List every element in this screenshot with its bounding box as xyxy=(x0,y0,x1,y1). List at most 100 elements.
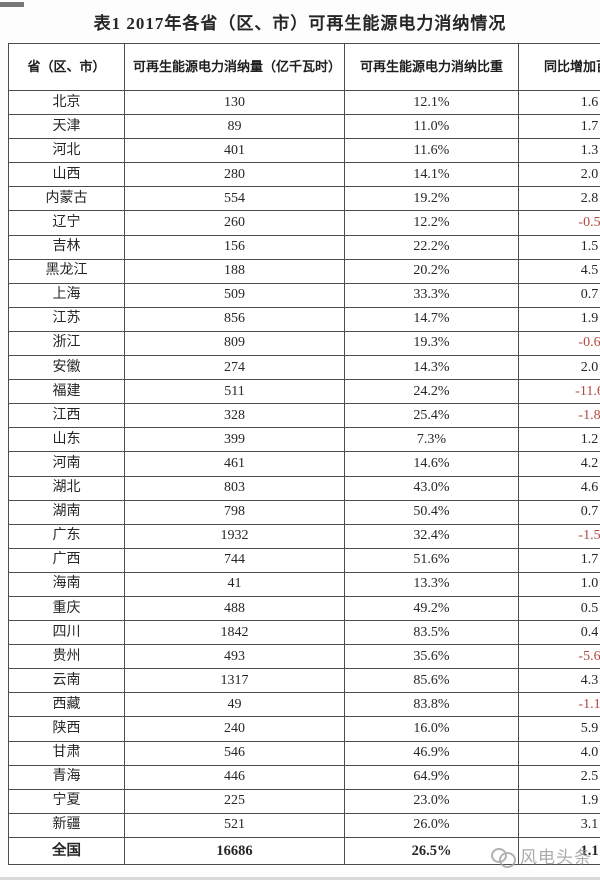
share-cell: 12.2% xyxy=(344,210,519,236)
region-cell: 江西 xyxy=(8,403,125,429)
amount-cell: 461 xyxy=(124,451,345,477)
table-row: 江苏 856 14.7% 1.9 xyxy=(8,306,600,332)
amount-cell: 798 xyxy=(124,499,345,525)
share-cell: 51.6% xyxy=(344,547,519,573)
table-row: 山东 399 7.3% 1.2 xyxy=(8,427,600,453)
change-cell: 2.8 xyxy=(518,186,600,212)
amount-cell: 41 xyxy=(124,571,345,597)
table-row: 云南 1317 85.6% 4.3 xyxy=(8,668,600,694)
region-cell: 湖南 xyxy=(8,499,125,525)
region-cell: 辽宁 xyxy=(8,210,125,236)
table-row: 河南 461 14.6% 4.2 xyxy=(8,451,600,477)
amount-cell: 488 xyxy=(124,595,345,622)
column-header: 可再生能源电力消纳量（亿千瓦时） xyxy=(124,43,345,91)
amount-cell: 274 xyxy=(124,355,345,381)
table-row: 浙江 809 19.3% -0.6 xyxy=(8,330,600,357)
share-cell: 19.3% xyxy=(344,330,519,357)
amount-cell: 49 xyxy=(124,692,345,718)
share-cell: 49.2% xyxy=(344,595,519,622)
share-cell: 32.4% xyxy=(344,523,519,549)
change-cell: 1.0 xyxy=(518,571,600,597)
table-row: 山西 280 14.1% 2.0 xyxy=(8,162,600,188)
table-title: 表1 2017年各省（区、市）可再生能源电力消纳情况 xyxy=(93,14,507,33)
column-header: 同比增加百分点 xyxy=(518,43,600,91)
share-cell: 85.6% xyxy=(344,668,519,694)
change-cell: -1.5 xyxy=(518,523,600,549)
region-cell: 河南 xyxy=(8,451,125,477)
amount-cell: 1842 xyxy=(124,620,345,646)
change-cell: 4.0 xyxy=(518,740,600,766)
share-cell: 14.1% xyxy=(344,162,519,188)
amount-cell: 188 xyxy=(124,258,345,284)
share-cell: 35.6% xyxy=(344,644,519,670)
region-cell: 上海 xyxy=(8,282,125,308)
table-row: 吉林 156 22.2% 1.5 xyxy=(8,234,600,260)
change-cell: 2.5 xyxy=(518,764,600,790)
region-cell: 内蒙古 xyxy=(8,186,125,212)
table-row: 海南 41 13.3% 1.0 xyxy=(8,571,600,597)
amount-cell: 1317 xyxy=(124,668,345,694)
share-cell: 14.6% xyxy=(344,451,519,477)
column-header: 省（区、市） xyxy=(8,43,125,91)
table-row: 新疆 521 26.0% 3.1 xyxy=(8,812,600,838)
amount-cell: 399 xyxy=(124,427,345,453)
amount-cell: 554 xyxy=(124,186,345,212)
share-cell: 33.3% xyxy=(344,282,519,308)
table-header-row: 省（区、市）可再生能源电力消纳量（亿千瓦时）可再生能源电力消纳比重同比增加百分点 xyxy=(8,43,600,91)
amount-cell: 16686 xyxy=(124,836,345,865)
region-cell: 吉林 xyxy=(8,234,125,260)
column-header: 可再生能源电力消纳比重 xyxy=(344,43,519,91)
share-cell: 24.2% xyxy=(344,379,519,405)
region-cell: 贵州 xyxy=(8,644,125,670)
share-cell: 83.8% xyxy=(344,692,519,718)
region-cell: 山西 xyxy=(8,162,125,188)
change-cell: 2.0 xyxy=(518,355,600,381)
table-row: 辽宁 260 12.2% -0.5 xyxy=(8,210,600,236)
amount-cell: 156 xyxy=(124,234,345,260)
amount-cell: 401 xyxy=(124,138,345,164)
scan-edge-shade xyxy=(0,877,600,880)
share-cell: 50.4% xyxy=(344,499,519,525)
share-cell: 7.3% xyxy=(344,427,519,453)
change-cell: -1.1 xyxy=(518,692,600,718)
share-cell: 64.9% xyxy=(344,764,519,790)
share-cell: 11.6% xyxy=(344,138,519,164)
region-cell: 宁夏 xyxy=(8,788,125,814)
change-cell: 1.7 xyxy=(518,547,600,573)
change-cell: 1.1 xyxy=(518,836,600,865)
table-row: 内蒙古 554 19.2% 2.8 xyxy=(8,186,600,212)
amount-cell: 225 xyxy=(124,788,345,814)
amount-cell: 493 xyxy=(124,644,345,670)
table-row: 广西 744 51.6% 1.7 xyxy=(8,547,600,573)
amount-cell: 546 xyxy=(124,740,345,766)
change-cell: -11.6 xyxy=(518,379,600,405)
change-cell: 0.5 xyxy=(518,595,600,622)
change-cell: 4.2 xyxy=(518,451,600,477)
change-cell: 1.6 xyxy=(518,89,600,116)
change-cell: 1.3 xyxy=(518,138,600,164)
change-cell: 5.9 xyxy=(518,716,600,742)
region-cell: 海南 xyxy=(8,571,125,597)
change-cell: 0.4 xyxy=(518,620,600,646)
region-cell: 重庆 xyxy=(8,595,125,622)
region-cell: 河北 xyxy=(8,138,125,164)
share-cell: 23.0% xyxy=(344,788,519,814)
share-cell: 25.4% xyxy=(344,403,519,429)
region-cell: 黑龙江 xyxy=(8,258,125,284)
region-cell: 北京 xyxy=(8,89,125,116)
region-cell: 浙江 xyxy=(8,330,125,357)
share-cell: 14.3% xyxy=(344,355,519,381)
change-cell: 1.2 xyxy=(518,427,600,453)
amount-cell: 809 xyxy=(124,330,345,357)
region-cell: 新疆 xyxy=(8,812,125,838)
table-row: 青海 446 64.9% 2.5 xyxy=(8,764,600,790)
amount-cell: 856 xyxy=(124,306,345,332)
share-cell: 12.1% xyxy=(344,89,519,116)
amount-cell: 240 xyxy=(124,716,345,742)
change-cell: -0.6 xyxy=(518,330,600,357)
change-cell: 0.7 xyxy=(518,499,600,525)
share-cell: 20.2% xyxy=(344,258,519,284)
table-row: 湖南 798 50.4% 0.7 xyxy=(8,499,600,525)
change-cell: -1.8 xyxy=(518,403,600,429)
share-cell: 83.5% xyxy=(344,620,519,646)
